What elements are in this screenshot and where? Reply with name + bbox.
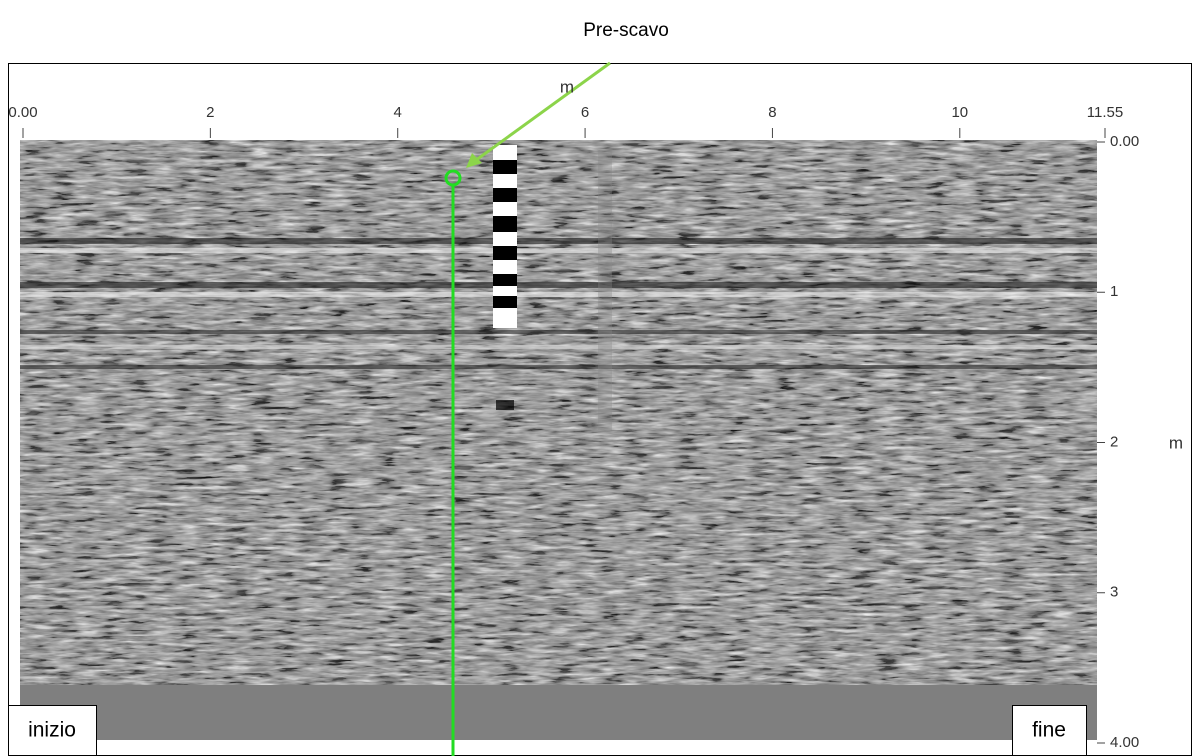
- start-label: inizio: [28, 719, 76, 742]
- y-axis-label: m: [1169, 433, 1183, 452]
- end-box: [1012, 705, 1087, 756]
- y-tick-label: 0.00: [1110, 133, 1139, 150]
- end-label: fine: [1032, 719, 1066, 742]
- x-tick-label: 11.55: [1087, 104, 1123, 121]
- marker-circle: [444, 169, 462, 187]
- title: Pre-scavo: [583, 20, 669, 41]
- x-tick-label: 8: [768, 104, 776, 121]
- reflector-bands: [20, 238, 1097, 369]
- arrow-line: [471, 61, 611, 165]
- x-tick-label: 2: [206, 104, 214, 121]
- y-tick-label: 1: [1110, 283, 1118, 300]
- x-axis-label: m: [560, 77, 574, 96]
- y-tick-label: 4.00: [1110, 734, 1139, 751]
- y-tick-label: 3: [1110, 584, 1118, 601]
- x-tick-label: 4: [394, 104, 402, 121]
- x-tick-label: 10: [951, 104, 968, 121]
- x-tick-label: 6: [581, 104, 589, 121]
- start-box: [8, 705, 97, 756]
- hyperbola-strip: [493, 145, 612, 430]
- arrow-head: [466, 153, 482, 168]
- y-tick-label: 2: [1110, 433, 1118, 450]
- radargram: [20, 140, 1097, 740]
- x-tick-label: 0.00: [8, 104, 37, 121]
